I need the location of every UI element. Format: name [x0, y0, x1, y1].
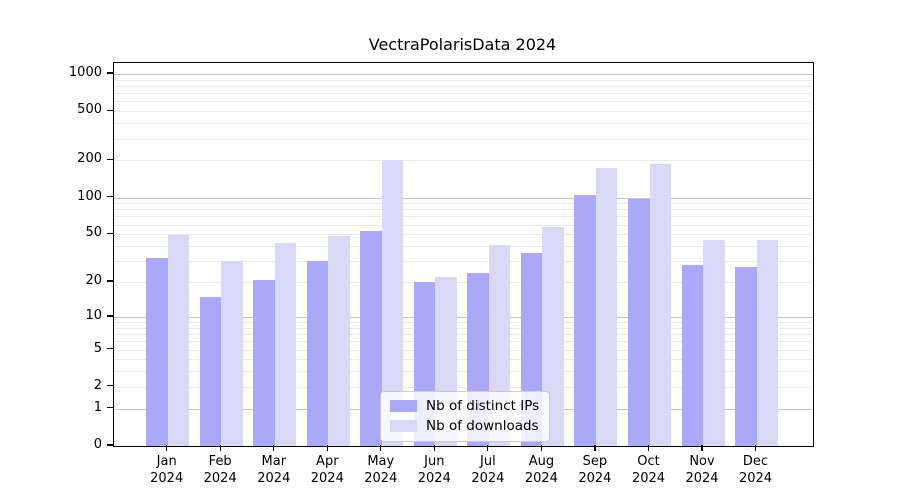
x-tick-label: Oct 2024 — [631, 454, 666, 486]
plot-area: Nb of distinct IPs Nb of downloads — [113, 62, 814, 447]
bar-ips-apr — [306, 261, 329, 446]
gridline-minor — [114, 209, 813, 211]
y-tick-label: 200 — [77, 151, 102, 167]
legend-item-distinct-ips: Nb of distinct IPs — [390, 398, 539, 414]
x-tick-label: Apr 2024 — [310, 454, 344, 486]
gridline-major — [114, 197, 813, 199]
y-tick-label: 0 — [93, 437, 102, 452]
y-tick-label: 1000 — [68, 64, 102, 80]
gridline-minor — [114, 322, 813, 323]
x-tick-label: Nov 2024 — [685, 454, 719, 486]
bar-ips-may — [360, 231, 382, 446]
legend-label-distinct-ips: Nb of distinct IPs — [426, 398, 540, 414]
y-tick-label: 500 — [77, 102, 102, 118]
bar-ips-feb — [199, 296, 222, 446]
gridline-minor — [114, 216, 813, 218]
x-tick-label: Feb 2024 — [203, 454, 237, 486]
x-tick-label: Aug 2024 — [524, 454, 558, 486]
bar-downloads-may — [381, 160, 404, 446]
x-tick-label: Mar 2024 — [257, 454, 291, 486]
gridline-minor — [114, 101, 813, 103]
x-tick-label: Jul 2024 — [471, 454, 505, 486]
bar-ips-mar — [253, 279, 275, 446]
legend-swatch-downloads-icon — [390, 420, 417, 432]
gridline-minor — [114, 261, 813, 263]
gridlines-layer — [114, 63, 813, 446]
x-tick-label: Jun 2024 — [417, 454, 451, 486]
bar-ips-sep — [574, 195, 596, 446]
bar-downloads-nov — [703, 239, 725, 446]
gridline-minor — [114, 123, 813, 125]
y-tick-label: 1 — [93, 399, 102, 415]
x-tick-label: Jan 2024 — [150, 454, 184, 486]
bar-ips-nov — [681, 264, 703, 446]
gridline-minor — [114, 138, 813, 140]
x-tick-label: Sep 2024 — [578, 454, 612, 486]
y-tick-label: 5 — [93, 340, 102, 356]
x-tick-label: Dec 2024 — [738, 454, 773, 486]
gridline-minor — [114, 359, 813, 361]
y-tick-label: 2 — [93, 377, 102, 393]
y-tick-label: 50 — [85, 225, 102, 241]
y-tick-label: 10 — [85, 307, 102, 323]
gridline-minor — [114, 341, 813, 343]
bar-ips-jan — [146, 257, 168, 446]
gridline-minor — [114, 327, 813, 329]
bar-ips-oct — [628, 198, 650, 446]
gridline-minor — [114, 282, 813, 283]
bar-downloads-oct — [649, 164, 671, 446]
bars-layer — [114, 63, 813, 446]
bar-downloads-sep — [595, 167, 618, 446]
gridline-minor — [114, 371, 813, 373]
gridline-minor — [114, 224, 813, 226]
legend: Nb of distinct IPs Nb of downloads — [380, 391, 551, 442]
legend-item-downloads: Nb of downloads — [390, 418, 539, 434]
gridline-minor — [114, 234, 813, 236]
bar-downloads-jan — [167, 235, 190, 446]
gridline-minor — [114, 334, 813, 335]
bar-downloads-apr — [328, 236, 350, 446]
bar-downloads-feb — [221, 261, 243, 446]
gridline-minor — [114, 246, 813, 247]
gridline-minor — [114, 203, 813, 205]
gridline-minor — [114, 111, 813, 113]
legend-label-downloads: Nb of downloads — [426, 418, 539, 434]
gridline-minor — [114, 386, 813, 388]
y-tick-label: 100 — [77, 188, 102, 204]
gridline-minor — [114, 93, 813, 95]
bar-downloads-mar — [274, 243, 297, 446]
gridline-minor — [114, 79, 813, 81]
x-tick-label: May 2024 — [364, 454, 398, 486]
chart-title: VectraPolarisData 2024 — [368, 35, 557, 54]
gridline-minor — [114, 85, 813, 87]
gridline-minor — [114, 349, 813, 351]
legend-swatch-distinct-ips-icon — [390, 400, 417, 412]
gridline-major — [114, 73, 813, 75]
bar-ips-dec — [735, 266, 757, 446]
bar-downloads-dec — [756, 239, 778, 446]
y-tick-label: 20 — [85, 273, 102, 288]
gridline-major — [114, 316, 813, 318]
gridline-minor — [114, 160, 813, 162]
